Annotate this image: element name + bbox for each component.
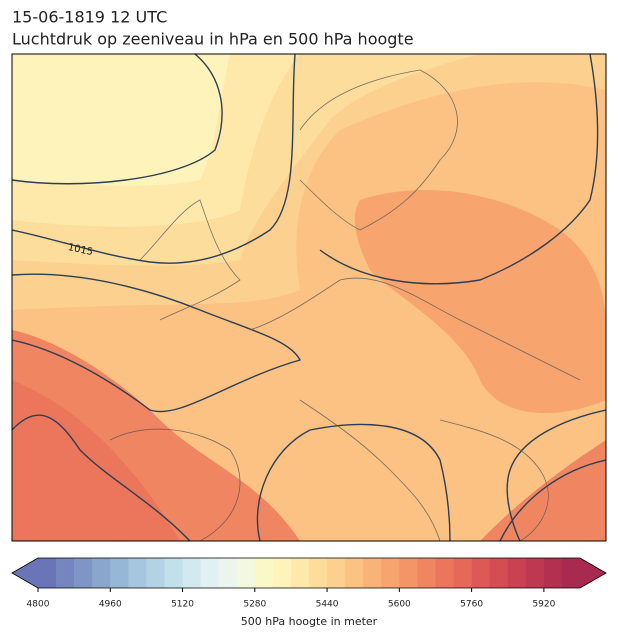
colorbar-label: 500 hPa hoogte in meter	[241, 615, 378, 628]
colorbar-tick-label: 5760	[460, 600, 483, 610]
colorbar-bin	[399, 558, 418, 588]
isobars	[12, 54, 606, 541]
colorbar-bin	[543, 558, 563, 588]
colorbar-bin	[507, 558, 527, 588]
colorbar-tick-label: 5920	[532, 600, 555, 610]
colorbar-bin	[561, 558, 581, 588]
colorbar-bin	[74, 558, 93, 588]
title: 15-06-1819 12 UTC	[12, 8, 167, 27]
colorbar-tick-label: 5440	[316, 600, 339, 610]
colorbar-bin	[471, 558, 490, 588]
colorbar-tick-label: 4800	[27, 600, 50, 610]
subtitle: Luchtdruk op zeeniveau in hPa en 500 hPa…	[12, 30, 414, 49]
colorbar-bin	[272, 558, 292, 588]
colorbar-bin	[381, 558, 400, 588]
colorbar-bin	[290, 558, 310, 588]
colorbar-bin	[489, 558, 509, 588]
colorbar-bin	[435, 558, 454, 588]
colorbar-bin	[417, 558, 436, 588]
colorbar: 4800 4960 5120 5280 5440 5600 5760 5920	[11, 557, 607, 610]
colorbar-bin	[309, 558, 328, 588]
colorbar-bin	[345, 558, 364, 588]
shading-band	[12, 54, 230, 186]
colorbar-bin	[327, 558, 346, 588]
colorbar-bin	[164, 558, 183, 588]
colorbar-bin	[182, 558, 201, 588]
colorbar-bin	[146, 558, 165, 588]
contour-label: 1015	[67, 242, 94, 258]
colorbar-extend-low	[12, 558, 38, 588]
colorbar-bin	[254, 558, 274, 588]
colorbar-extend-high	[580, 558, 606, 588]
map: 1015	[12, 54, 606, 541]
colorbar-tick-label: 5600	[388, 600, 411, 610]
colorbar-bin	[92, 558, 111, 588]
colorbar-outline	[11, 557, 607, 589]
colorbar-bin	[525, 558, 545, 588]
colorbar-bin	[236, 558, 256, 588]
colorbar-bin	[363, 558, 382, 588]
colorbar-tick-label: 5120	[171, 600, 194, 610]
colorbar-bin	[128, 558, 147, 588]
coastlines	[109, 69, 581, 541]
colorbar-bin	[110, 558, 129, 588]
colorbar-bin	[453, 558, 472, 588]
colorbar-tick-label: 5280	[243, 600, 266, 610]
colorbar-bin	[38, 558, 57, 588]
colorbar-bin	[56, 558, 75, 588]
colorbar-bin	[218, 558, 238, 588]
map-frame	[11, 53, 607, 542]
colorbar-bin	[200, 558, 219, 588]
colorbar-tick-label: 4960	[99, 600, 122, 610]
